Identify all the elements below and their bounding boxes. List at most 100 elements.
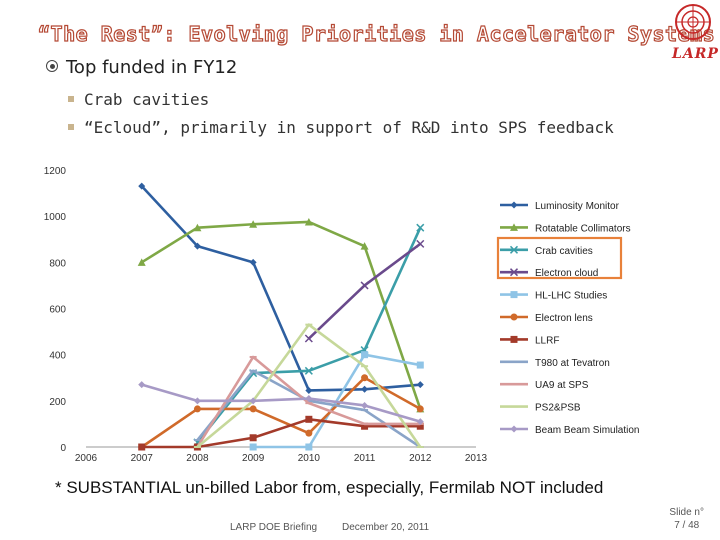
x-tick-label: 2012 (409, 453, 432, 464)
data-point (249, 405, 257, 413)
x-tick-label: 2013 (465, 453, 488, 464)
legend-label: LLRF (535, 335, 559, 346)
x-tick-label: 2011 (354, 453, 376, 464)
legend-highlight-box (496, 236, 623, 280)
legend-label: T980 at Tevatron (535, 358, 610, 369)
data-point (361, 385, 369, 393)
legend-item: Luminosity Monitor (500, 201, 620, 212)
legend-item: Crab cavities (500, 245, 593, 257)
data-point (138, 381, 146, 389)
series-luminosity-monitor (138, 182, 424, 394)
series-line (141, 417, 421, 449)
data-point (510, 425, 518, 433)
data-point (304, 334, 313, 343)
footer-left: LARP DOE Briefing (230, 522, 318, 533)
data-point (509, 245, 519, 254)
data-point (193, 223, 202, 232)
data-point (510, 313, 518, 321)
data-point (249, 434, 257, 442)
x-tick-label: 2007 (131, 453, 154, 464)
data-point (305, 429, 313, 437)
chart-svg: 0 200 400 600 800 1000 1200 2006 2007 2008 2009 201… (44, 166, 640, 464)
data-point (305, 415, 313, 423)
legend-item: PS2&PSB (500, 403, 581, 414)
sub-bullet-text: “Ecloud”, primarily in support of R&D in… (84, 118, 614, 137)
data-point (361, 351, 369, 359)
data-point-stroke (304, 334, 313, 343)
series-line (140, 376, 421, 449)
legend-item: UA9 at SPS (500, 380, 589, 391)
slide-number: Slide n° 7 / 48 (669, 506, 704, 532)
legend-label: HL-LHC Studies (535, 291, 607, 302)
data-point-stroke (509, 245, 519, 254)
data-point-stroke (509, 268, 519, 277)
legend-label: Luminosity Monitor (535, 201, 620, 212)
data-point (249, 443, 257, 451)
slide-label: Slide n° (669, 507, 704, 518)
y-tick-label: 600 (49, 305, 66, 316)
legend-label: UA9 at SPS (535, 380, 589, 391)
legend-label: PS2&PSB (535, 403, 581, 414)
data-point (361, 401, 369, 409)
legend-label: Beam Beam Simulation (535, 425, 640, 436)
series-line (196, 323, 422, 449)
data-point (137, 258, 146, 266)
data-point-stroke (416, 223, 425, 232)
data-point (416, 422, 424, 430)
cern-logo (675, 4, 711, 40)
data-point (509, 268, 519, 277)
y-tick-label: 800 (49, 258, 66, 269)
x-tick-label: 2006 (75, 453, 98, 464)
legend-label: Crab cavities (535, 246, 593, 257)
data-point (361, 422, 369, 430)
series-line (307, 242, 422, 340)
legend-item: Rotatable Collimators (500, 223, 631, 234)
data-point (416, 361, 424, 369)
y-tick-label: 200 (49, 397, 66, 408)
legend-item: Electron lens (500, 313, 593, 324)
x-tick-label: 2010 (298, 453, 321, 464)
legend-item: Beam Beam Simulation (500, 425, 640, 436)
series-line (141, 383, 421, 423)
series-line (141, 220, 422, 410)
x-tick-label: 2008 (186, 453, 209, 464)
funding-chart: 0 200 400 600 800 1000 1200 2006 2007 2008 2009 201… (38, 155, 692, 475)
footnote: * SUBSTANTIAL un-billed Labor from, espe… (55, 478, 604, 497)
data-point (193, 397, 201, 405)
legend-item: T980 at Tevatron (500, 358, 610, 369)
footer-date: December 20, 2011 (342, 522, 430, 533)
data-point (305, 395, 313, 403)
legend-label: Rotatable Collimators (535, 223, 631, 234)
slide-title: “The Rest”: Evolving Priorities in Accel… (37, 21, 716, 46)
series-electron-cloud (304, 239, 425, 343)
sub-bullet-text: Crab cavities (84, 90, 210, 109)
data-point (360, 281, 369, 290)
legend-item: LLRF (500, 335, 559, 346)
square-bullet-icon (68, 96, 74, 102)
data-point (361, 374, 369, 382)
y-tick-label: 0 (60, 443, 66, 454)
square-bullet-icon (68, 124, 74, 130)
data-point-stroke (416, 239, 425, 248)
data-point (305, 443, 313, 451)
data-point (193, 242, 201, 250)
data-point (193, 405, 201, 413)
sub-bullet-ecloud: “Ecloud”, primarily in support of R&D in… (68, 118, 614, 137)
data-point (360, 242, 369, 250)
series-electron-lens (138, 374, 424, 451)
data-point (416, 418, 424, 426)
legend-label: Electron cloud (535, 268, 598, 279)
data-point (510, 291, 518, 299)
data-point (416, 381, 424, 389)
bullet-top-funded: Top funded in FY12 (46, 57, 237, 78)
data-point (416, 239, 425, 248)
data-point (510, 223, 518, 231)
data-point (249, 258, 257, 266)
data-point (416, 405, 424, 413)
legend-label: Electron lens (535, 313, 593, 324)
data-point (304, 217, 313, 226)
x-tick-label: 2009 (242, 453, 265, 464)
y-tick-label: 1200 (44, 166, 67, 177)
data-point (510, 335, 518, 343)
data-point-stroke (304, 366, 313, 375)
